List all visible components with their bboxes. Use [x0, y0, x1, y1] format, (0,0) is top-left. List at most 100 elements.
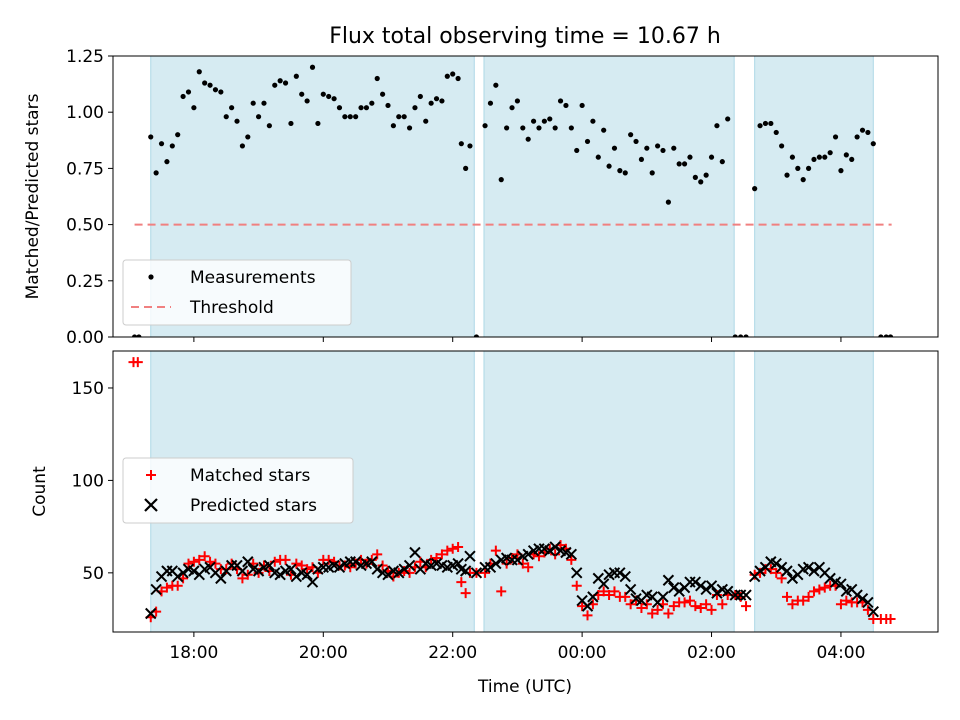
measurement-point: [358, 105, 364, 111]
measurement-point: [261, 100, 267, 106]
matched-star-point: [582, 610, 593, 621]
predicted-star-point: [511, 554, 524, 566]
predicted-star-point: [705, 580, 718, 592]
measurement-point: [536, 125, 542, 131]
predicted-star-point: [464, 550, 476, 562]
measurement-point: [406, 125, 413, 131]
measurement-point: [784, 172, 790, 178]
matched-star-point: [456, 577, 467, 588]
measurement-point: [574, 147, 580, 154]
predicted-star-point: [145, 607, 157, 620]
measurement-point: [390, 123, 396, 129]
measurement-point: [719, 159, 725, 165]
measurement-point: [617, 168, 623, 174]
matched-star-point: [663, 608, 674, 619]
matched-star-point: [782, 591, 793, 602]
matched-star-point: [447, 543, 458, 554]
matched-star-point: [242, 569, 253, 580]
measurement-point: [417, 93, 423, 100]
measurement-point: [703, 172, 709, 178]
measurement-point: [164, 159, 170, 165]
measurement-point: [309, 64, 316, 70]
matched-star-point: [460, 588, 471, 599]
y-tick-label: 50: [82, 564, 104, 584]
measurement-point: [428, 100, 434, 106]
measurement-point: [444, 73, 450, 79]
predicted-star-point: [290, 570, 303, 583]
measurement-point: [207, 82, 213, 88]
matched-star-point: [442, 545, 453, 556]
legend-label: Matched stars: [190, 466, 310, 486]
predicted-star-point: [484, 561, 497, 574]
matched-star-point: [835, 599, 846, 610]
predicted-star-point: [851, 589, 863, 601]
predicted-star-point: [549, 541, 561, 553]
measurement-point: [849, 156, 855, 163]
measurement-point: [363, 105, 370, 111]
matched-star-point: [636, 602, 647, 613]
matched-star-point: [296, 560, 307, 571]
legend-marker-measurements: [148, 274, 154, 280]
predicted-star-point: [371, 563, 383, 575]
matched-star-point: [604, 590, 615, 601]
observing-interval: [483, 55, 735, 338]
measurement-point: [385, 102, 391, 109]
matched-star-point: [269, 556, 280, 567]
measurement-point: [743, 334, 749, 337]
y-tick-label: 0.50: [66, 216, 104, 236]
matched-star-point: [787, 599, 798, 610]
predicted-star-point: [662, 574, 675, 586]
predicted-star-point: [274, 568, 286, 581]
measurement-point: [795, 165, 801, 171]
legend-box: [122, 259, 352, 326]
measurement-point: [353, 114, 359, 120]
measurement-point: [239, 143, 246, 149]
bottom-panel: 18:00 20:00 22:00 00:00 02:00 04:00 50 100 150 Co…: [30, 350, 939, 663]
measurement-point: [698, 179, 704, 185]
predicted-star-point: [808, 565, 820, 577]
measurement-point: [832, 134, 839, 140]
axes-frame: [112, 55, 939, 338]
legend-marker-matched: [146, 470, 156, 480]
measurement-point: [752, 186, 758, 192]
predicted-star-point: [824, 572, 836, 585]
measurement-point: [158, 141, 165, 147]
predicted-star-point: [177, 567, 189, 579]
measurement-point: [255, 114, 262, 120]
matched-star-point: [501, 558, 512, 569]
matched-star-point: [598, 586, 609, 597]
matched-star-point: [523, 562, 534, 573]
predicted-star-point: [581, 600, 594, 612]
measurement-point: [131, 334, 138, 337]
measurement-point: [644, 145, 650, 151]
matched-star-point: [631, 595, 642, 606]
measurement-point: [827, 150, 833, 156]
x-tick-label: 04:00: [816, 643, 865, 663]
measurement-point: [525, 136, 531, 142]
measurement-point: [611, 145, 618, 151]
chart-title: Flux total observing time = 10.67 h: [329, 24, 721, 49]
x-tick-label: 00:00: [558, 643, 607, 663]
predicted-star-point: [470, 567, 483, 579]
measurement-point: [458, 141, 464, 147]
measurement-point: [401, 114, 407, 120]
measurement-point: [520, 125, 526, 131]
measurement-point: [552, 125, 558, 131]
predicted-star-point: [802, 561, 815, 574]
measurement-point: [299, 91, 305, 97]
predicted-star-point: [285, 563, 297, 575]
y-tick-label: 0.00: [66, 328, 104, 348]
y-tick-label: 100: [72, 471, 104, 491]
predicted-star-point: [867, 605, 880, 618]
measurement-point: [229, 105, 235, 111]
y-tick-label: 150: [72, 379, 104, 399]
predicted-star-point: [695, 580, 707, 592]
predicted-star-point: [349, 556, 362, 568]
predicted-star-point: [544, 544, 556, 557]
measurement-point: [514, 98, 521, 104]
matched-star-point: [426, 554, 437, 565]
measurement-point: [504, 125, 510, 131]
measurement-point: [439, 98, 445, 104]
measurement-point: [878, 334, 884, 337]
measurement-point: [687, 154, 693, 160]
